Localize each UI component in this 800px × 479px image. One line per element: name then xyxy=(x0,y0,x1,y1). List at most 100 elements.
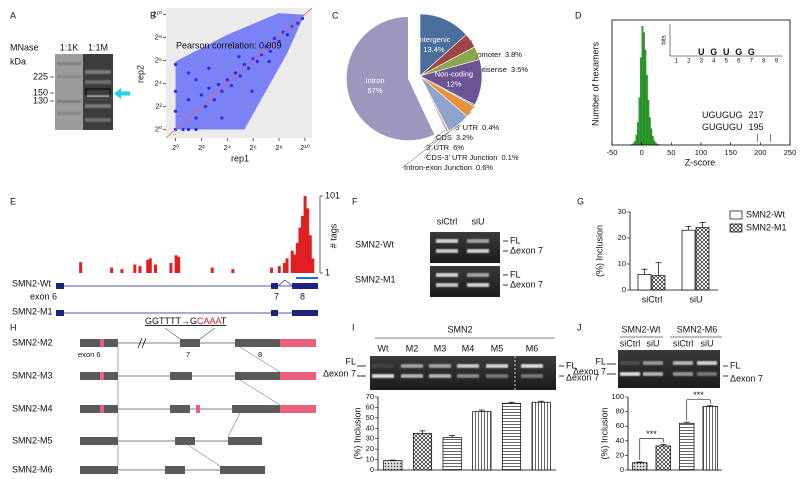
point xyxy=(237,55,241,59)
bar xyxy=(695,227,710,291)
leader-line xyxy=(423,125,460,149)
y-tick-label: 1 xyxy=(325,267,330,277)
annotation-label: UGUGUG xyxy=(702,110,743,120)
inset-position: 4 xyxy=(712,59,716,65)
slice-label: Non-coding 12% xyxy=(435,70,473,89)
band-label: Δexon 7 xyxy=(510,279,543,289)
bar xyxy=(651,275,666,291)
x-tick-label: 50 xyxy=(667,148,675,157)
motif-letter: G xyxy=(735,47,742,57)
tag-bar xyxy=(298,227,302,273)
lane-label: M5 xyxy=(491,343,504,353)
slice-label: CDS-3' UTR Junction 0.1% xyxy=(426,153,519,162)
lane-label: siU xyxy=(647,338,660,348)
arrow xyxy=(114,88,130,99)
gel-band xyxy=(85,95,111,99)
gel-band xyxy=(429,364,451,368)
tag-bar xyxy=(301,216,305,273)
gel-band xyxy=(521,364,543,368)
y-tick-label: 0 xyxy=(620,465,624,474)
gel xyxy=(430,232,500,263)
histogram-bar xyxy=(641,26,644,146)
y-axis-label: (%) Inclusion xyxy=(352,407,362,459)
x-tick-label: 2⁶ xyxy=(250,143,257,152)
point xyxy=(194,78,198,82)
tag-bar xyxy=(290,250,294,273)
exon xyxy=(280,339,316,347)
exon xyxy=(170,405,190,413)
y-tick-label: 60 xyxy=(616,421,624,430)
exon xyxy=(80,466,118,474)
histogram-bar xyxy=(647,99,650,146)
mutation-from: GGTTTT xyxy=(145,316,181,326)
y-tick-label: 10 xyxy=(618,259,626,268)
point xyxy=(186,71,191,75)
tag-bar xyxy=(311,258,315,273)
lane-label: siU xyxy=(472,216,485,226)
histogram-bar xyxy=(638,97,641,146)
exon xyxy=(80,405,118,413)
gel-band xyxy=(57,62,81,65)
y-axis-label: Number of hexamers xyxy=(590,41,600,126)
histogram-bar xyxy=(645,74,648,146)
x-tick-label: 250 xyxy=(784,148,797,157)
construct-label: SMN2-M5 xyxy=(12,435,53,445)
legend-label: SMN2-M1 xyxy=(746,222,787,232)
point xyxy=(207,66,211,70)
tag-bar xyxy=(282,262,286,273)
band-label: Δexon 7 xyxy=(730,373,763,383)
band-label: FL xyxy=(730,360,741,370)
y-tick-label: 40 xyxy=(366,423,374,432)
gel-band xyxy=(429,374,451,378)
slice-name: Non-coding xyxy=(435,70,473,79)
tag-bar xyxy=(306,208,310,273)
exon xyxy=(56,283,64,289)
construct-label: SMN2-M3 xyxy=(12,370,53,380)
mutation: GGTTTT→GCAAAT xyxy=(145,316,227,326)
point xyxy=(242,62,246,67)
tag-bar xyxy=(177,256,181,273)
band-label: FL xyxy=(345,356,356,366)
x-tick-label: -50 xyxy=(607,148,618,157)
bar xyxy=(679,422,695,471)
annotation: UGUGUG 217 xyxy=(702,110,764,120)
point xyxy=(212,98,216,102)
inset-position: 5 xyxy=(725,59,729,65)
panel-label: B xyxy=(150,10,156,20)
exon xyxy=(220,466,265,474)
exon-label: 7 xyxy=(186,350,190,359)
slice-value: 3.2% xyxy=(456,133,473,142)
legend-swatch xyxy=(729,223,743,233)
gel-title: MNase xyxy=(10,42,39,52)
lane-label: 1:1M xyxy=(88,42,108,52)
gel-band xyxy=(85,80,111,84)
band-box xyxy=(85,88,111,99)
gel-band xyxy=(643,372,663,376)
gel-band xyxy=(85,118,111,122)
tag-bar xyxy=(277,266,281,273)
motif-letter: U xyxy=(698,47,705,57)
tag-bar xyxy=(79,262,83,273)
bar xyxy=(472,411,492,471)
tag-bar xyxy=(270,267,274,273)
gel-band xyxy=(486,374,508,378)
point xyxy=(268,49,272,54)
tag-bar xyxy=(146,259,150,273)
pie-slice xyxy=(345,16,436,141)
motif-letter: U xyxy=(723,47,730,57)
gel-band xyxy=(643,361,663,365)
point xyxy=(272,36,277,41)
slice-value: 57% xyxy=(368,86,383,95)
panel-label: A xyxy=(10,10,16,20)
unit-label: kDa xyxy=(10,56,26,66)
point xyxy=(225,78,229,82)
tag-bar xyxy=(293,254,297,273)
exon-label: 7 xyxy=(274,291,279,301)
y-tick-label: 2⁰ xyxy=(155,124,162,133)
gel-band xyxy=(85,70,111,74)
histogram-bar xyxy=(637,122,639,146)
x-tick-label: 2⁸ xyxy=(275,143,282,152)
leader-line xyxy=(401,132,449,169)
point xyxy=(220,116,224,120)
